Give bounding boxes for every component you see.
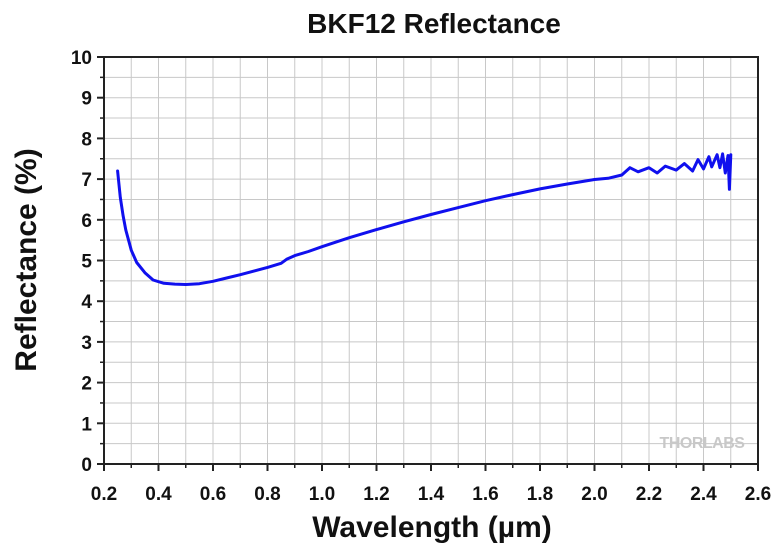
chart-title: BKF12 Reflectance	[307, 8, 561, 39]
y-tick-label: 6	[81, 211, 92, 232]
x-tick-label: 2.4	[690, 484, 717, 505]
y-tick-label: 7	[81, 170, 92, 191]
y-tick-labels: 0 1 2 3 4 5 6 7 8 9 10	[71, 48, 93, 476]
grid-lines	[103, 56, 759, 465]
x-tick-label: 1.4	[418, 484, 445, 505]
x-tick-label: 0.2	[91, 484, 117, 505]
y-tick-label: 2	[81, 374, 92, 395]
x-tick-label: 1.6	[472, 484, 498, 505]
y-tick-label: 5	[81, 252, 92, 273]
x-tick-label: 2.0	[581, 484, 607, 505]
x-tick-label: 0.4	[145, 484, 172, 505]
data-series	[116, 152, 733, 286]
y-tick-label: 1	[81, 414, 92, 435]
x-tick-label: 0.8	[254, 484, 280, 505]
thorlabs-watermark: THORLABS	[660, 435, 746, 452]
x-tick-label: 1.0	[309, 484, 335, 505]
x-tick-label: 1.8	[527, 484, 553, 505]
x-tick-label: 0.6	[200, 484, 226, 505]
x-axis-title: Wavelength (µm)	[312, 511, 552, 544]
x-tick-labels: 0.2 0.4 0.6 0.8 1.0 1.2 1.4 1.6 1.8 2.0 2.2 2.4 2.6	[91, 484, 771, 505]
y-axis-title: Reflectance (%)	[10, 148, 43, 371]
y-tick-label: 4	[81, 292, 92, 313]
plot-frame	[103, 56, 759, 465]
y-tick-label: 3	[81, 333, 92, 354]
x-tick-label: 1.2	[363, 484, 389, 505]
y-tick-label: 10	[71, 48, 92, 69]
y-tick-label: 0	[81, 455, 92, 476]
x-tick-label: 2.6	[745, 484, 771, 505]
y-tick-label: 9	[81, 89, 92, 110]
y-tick-label: 8	[81, 129, 92, 150]
axis-ticks	[97, 56, 759, 471]
x-tick-label: 2.2	[636, 484, 662, 505]
reflectance-line	[116, 152, 733, 286]
